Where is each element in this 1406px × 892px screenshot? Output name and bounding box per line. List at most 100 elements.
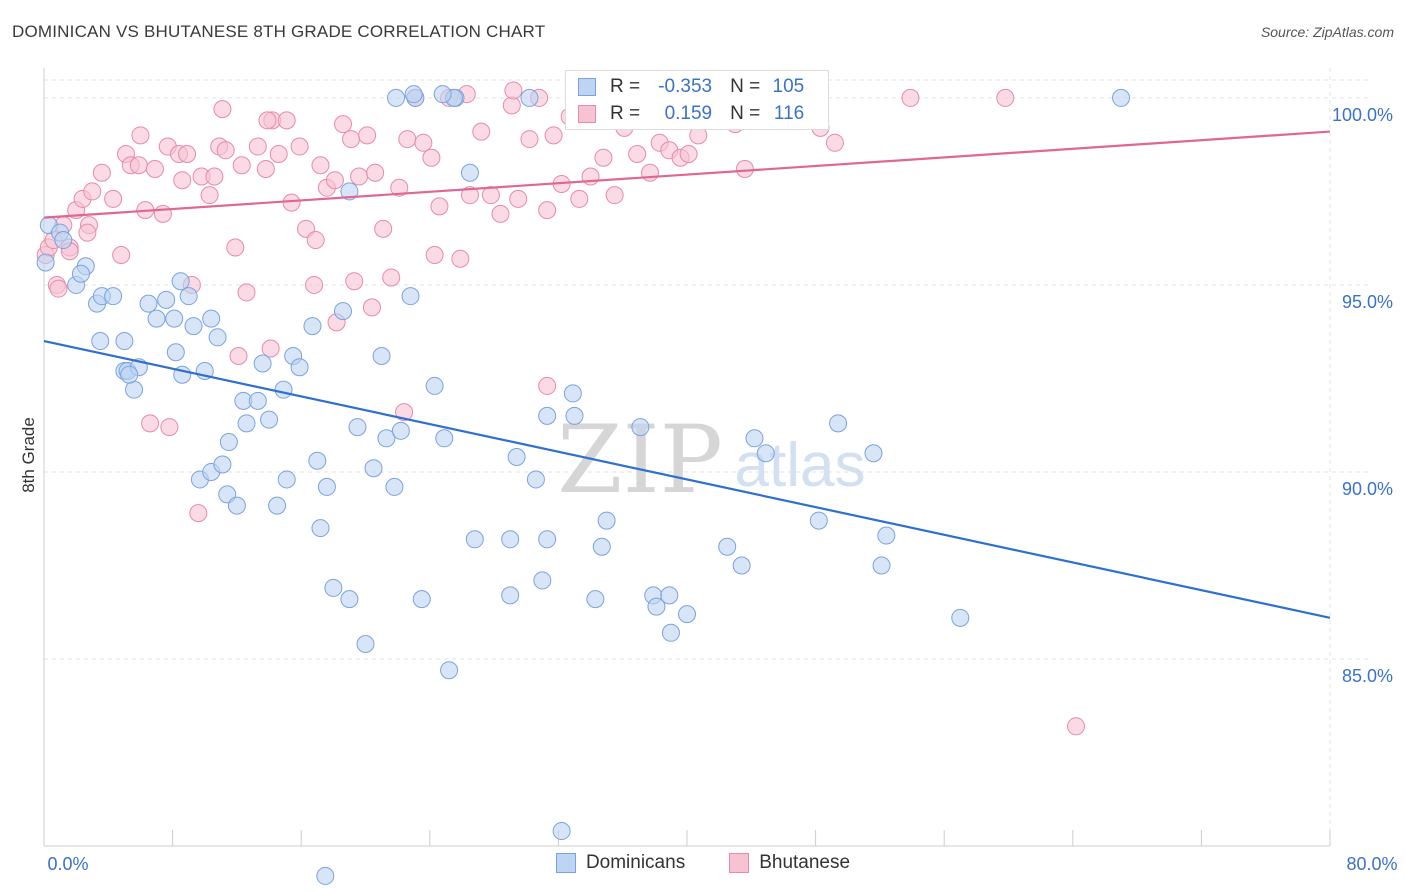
bhutanese-point — [229, 347, 248, 366]
bhutanese-point — [78, 223, 97, 242]
dominican-point — [303, 317, 322, 336]
bhutanese-point — [153, 204, 172, 223]
bhutanese-point — [374, 219, 393, 238]
bhutanese-point — [200, 186, 219, 205]
dominican-point — [166, 343, 185, 362]
dominican-point — [237, 414, 256, 433]
dominican-point — [171, 272, 190, 291]
bhutanese-point — [362, 298, 381, 317]
dominican-point — [317, 477, 336, 496]
bhutanese-point — [472, 122, 491, 141]
bhutanese-point — [277, 111, 296, 130]
bhutanese-point — [261, 339, 280, 358]
dominican-point — [412, 590, 431, 609]
dominican-point — [36, 253, 55, 272]
bhutanese-point — [395, 403, 414, 422]
dominican-point — [460, 163, 479, 182]
dominican-point — [179, 287, 198, 306]
bhutanese-point — [104, 189, 123, 208]
legend-label: Dominicans — [585, 852, 686, 873]
bhutanese-point — [451, 249, 470, 268]
bhutanese-point — [825, 133, 844, 152]
bhutanese-point — [258, 111, 277, 130]
dominican-point — [565, 406, 584, 425]
bhutanese-point — [358, 126, 377, 145]
bhutanese-point — [390, 178, 409, 197]
dominican-point — [597, 511, 616, 530]
bhutanese-point — [49, 279, 68, 298]
stat-r-value: -0.353 — [658, 76, 713, 97]
bhutanese-point — [92, 163, 111, 182]
legend-swatch-blue — [555, 853, 576, 873]
dominican-point — [433, 85, 452, 104]
dominican-point — [202, 309, 221, 328]
dominican-point — [184, 317, 203, 336]
stat-n-label: N = — [730, 103, 761, 124]
dominican-point — [745, 429, 764, 448]
bhutanese-point — [232, 156, 251, 175]
bhutanese-point — [460, 186, 479, 205]
bhutanese-point — [290, 137, 309, 156]
bhutanese-point — [398, 130, 417, 149]
bhutanese-point — [382, 268, 401, 287]
bhutanese-point — [491, 204, 510, 223]
bhutanese-point — [178, 145, 197, 164]
bhutanese-point — [425, 246, 444, 265]
dominican-point — [401, 287, 420, 306]
bhutanese-point — [216, 141, 235, 160]
bhutanese-point — [345, 272, 364, 291]
bhutanese-trend-line — [43, 130, 1331, 219]
bhutanese-point — [141, 414, 160, 433]
dominican-point — [308, 451, 327, 470]
stat-n-label: N = — [730, 76, 761, 97]
dominican-point — [586, 590, 605, 609]
bhutanese-point — [269, 145, 288, 164]
dominican-point — [324, 578, 343, 597]
bhutanese-point — [145, 159, 164, 178]
tick-labels: 85.0% 90.0% 95.0% 100.0% 0.0% 80.0% — [47, 105, 1397, 874]
legend-label: Bhutanese — [759, 852, 851, 873]
dominican-point — [501, 586, 520, 605]
dominican-point — [333, 302, 352, 321]
bhutanese-point — [256, 159, 275, 178]
dominican-point — [356, 635, 375, 654]
dominican-point — [435, 429, 454, 448]
dominican-points — [36, 85, 1131, 885]
dominican-point — [208, 328, 227, 347]
bhutanese-point — [112, 246, 131, 265]
dominican-point — [829, 414, 848, 433]
dominican-point — [340, 182, 359, 201]
bhutanese-point — [414, 133, 433, 152]
bhutanese-point — [160, 418, 179, 437]
bhutanese-point — [306, 231, 325, 250]
dominican-point — [661, 623, 680, 642]
dominican-point — [147, 309, 166, 328]
bhutanese-point — [544, 126, 563, 145]
dominican-point — [219, 433, 238, 452]
bhutanese-point — [342, 130, 361, 149]
bhutanese-point — [226, 238, 245, 257]
trend-lines — [43, 130, 1331, 619]
bhutanese-point — [248, 137, 267, 156]
bhutanese-point — [282, 193, 301, 212]
bhutanese-point — [333, 115, 352, 134]
dominican-point — [391, 421, 410, 440]
dominican-point — [552, 822, 571, 841]
bhutanese-point — [504, 81, 523, 100]
dominican-point — [227, 496, 246, 515]
stat-row-dominicans: R = -0.353 N = 105 — [578, 74, 804, 100]
dominican-point — [385, 477, 404, 496]
bhutanese-point — [502, 96, 521, 115]
dominican-point — [377, 429, 396, 448]
bhutanese-point — [237, 283, 256, 302]
bhutanese-point — [350, 167, 369, 186]
stat-r-label: R = — [610, 103, 641, 124]
dominican-point — [387, 88, 406, 107]
bhutanese-point — [422, 148, 441, 167]
dominican-point — [563, 384, 582, 403]
stat-r-value: 0.159 — [664, 103, 713, 124]
stat-swatch-pink — [578, 105, 596, 123]
bhutanese-point — [213, 100, 232, 119]
dominican-point — [520, 88, 539, 107]
